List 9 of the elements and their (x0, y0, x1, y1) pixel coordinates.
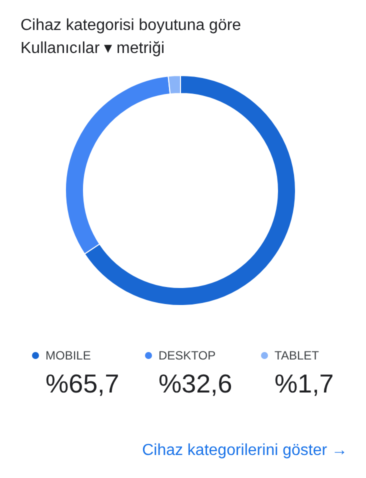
legend-label: DESKTOP (158, 348, 216, 362)
chart-title: Cihaz kategorisi boyutuna göre (20, 17, 242, 34)
legend-label: MOBILE (46, 348, 91, 362)
legend-label: TABLET (274, 348, 320, 362)
chart-subtitle: Kullanıcılar ▾ metriği (20, 40, 165, 57)
text: Cihaz kategorilerini göster → (142, 442, 348, 459)
data-label: %32,6 (158, 368, 232, 398)
data-label: %65,7 (46, 368, 120, 398)
data-label: %1,7 (274, 368, 334, 398)
